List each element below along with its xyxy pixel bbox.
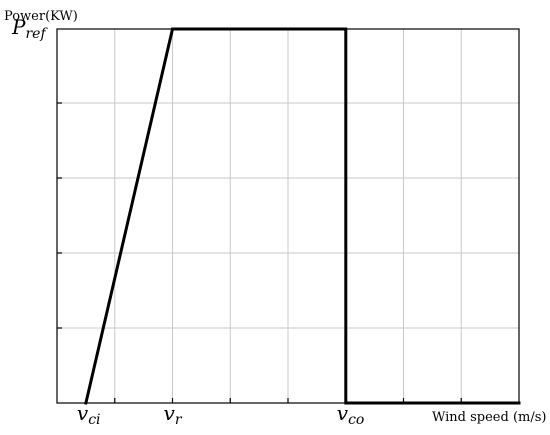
x-tick-label-main: v <box>164 401 176 425</box>
y-tick-label: Pref <box>11 15 48 42</box>
x-tick-label: vco <box>337 401 365 428</box>
power-curve-line <box>84 27 521 405</box>
x-tick-label-sub: co <box>348 412 364 428</box>
x-tick-label: vr <box>164 401 183 428</box>
x-tick-label: vci <box>77 401 101 428</box>
y-tick-label-sub: ref <box>25 26 48 42</box>
x-tick-label-main: v <box>337 401 349 425</box>
y-tick-label-main: P <box>11 15 26 39</box>
y-tick-labels: Pref <box>11 15 48 42</box>
y-axis-title: Power(KW) <box>4 9 78 24</box>
grid <box>57 29 519 403</box>
x-axis-title: Wind speed (m/s) <box>432 410 546 425</box>
x-tick-label-main: v <box>77 401 89 425</box>
x-tick-labels: vci vr vco <box>77 401 364 428</box>
x-tick-label-sub: r <box>175 412 183 428</box>
x-tick-label-sub: ci <box>88 412 100 428</box>
